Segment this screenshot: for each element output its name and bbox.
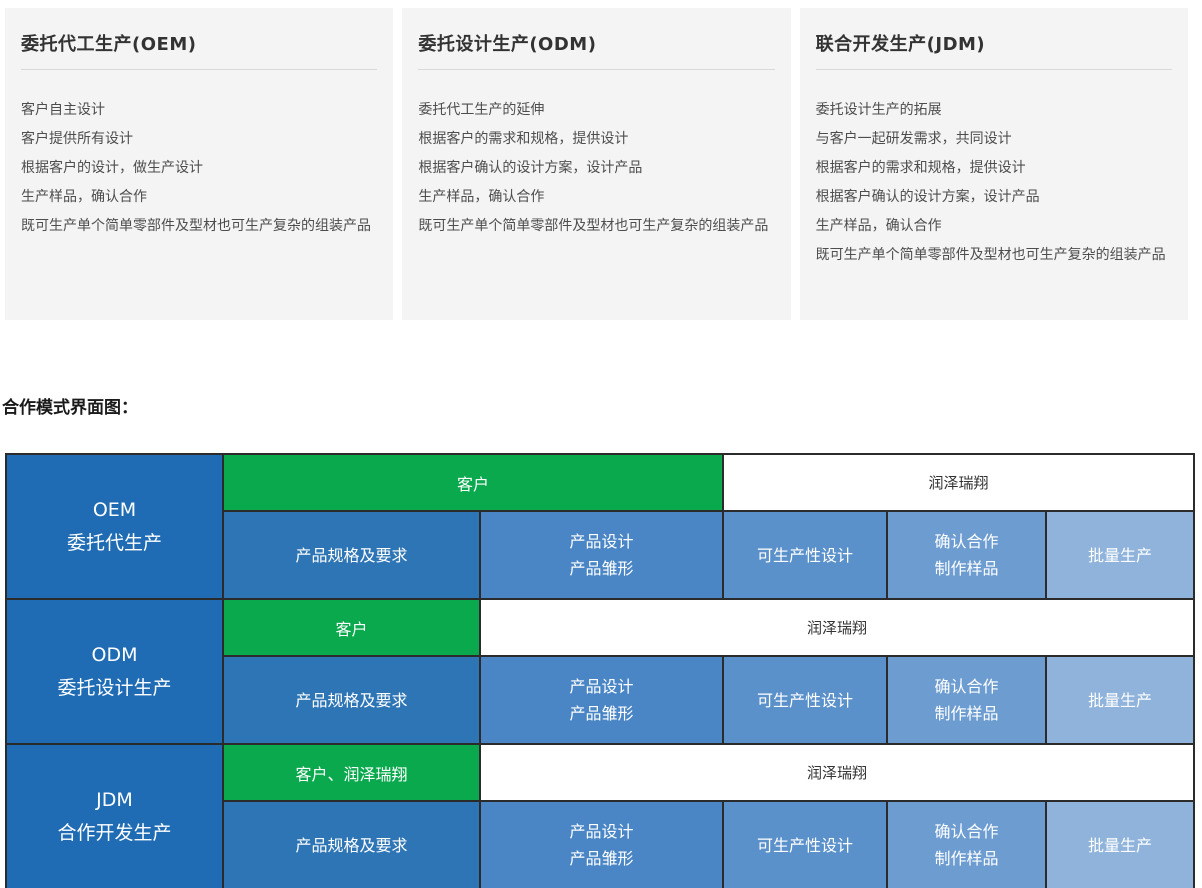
step-cell: 产品规格及要求 xyxy=(224,802,479,888)
card-text-line: 既可生产单个简单零部件及型材也可生产复杂的组装产品 xyxy=(21,218,371,234)
step-label: 确认合作 xyxy=(934,677,999,696)
step-label: 批量生产 xyxy=(1087,545,1152,565)
section-title: 合作模式界面图： xyxy=(2,398,138,418)
card-text-line: 根据客户的设计，做生产设计 xyxy=(21,160,203,176)
card-text-line: 根据客户的需求和规格，提供设计 xyxy=(815,160,1026,176)
mode-code: JDM xyxy=(96,788,133,811)
step-label: 产品规格及要求 xyxy=(295,690,408,710)
step-cell: 确认合作 制作样品 xyxy=(888,657,1045,743)
step-cell: 可生产性设计 xyxy=(724,512,886,598)
card-text-line: 既可生产单个简单零部件及型材也可生产复杂的组装产品 xyxy=(815,247,1166,263)
step-cell: 产品设计 产品雏形 xyxy=(481,802,722,888)
card-text-line: 根据客户确认的设计方案，设计产品 xyxy=(418,160,643,176)
card-oem-body: 客户自主设计 客户提供所有设计 根据客户的设计，做生产设计 生产样品，确认合作 … xyxy=(21,96,377,241)
card-oem: 委托代工生产(OEM) 客户自主设计 客户提供所有设计 根据客户的设计，做生产设… xyxy=(5,8,394,320)
step-cell: 可生产性设计 xyxy=(724,802,886,888)
mode-cell: JDM 合作开发生产 xyxy=(7,745,222,888)
card-text-line: 客户提供所有设计 xyxy=(21,131,133,147)
client-actor-label: 客户 xyxy=(456,474,489,494)
card-jdm: 联合开发生产(JDM) 委托设计生产的拓展 与客户一起研发需求，共同设计 根据客… xyxy=(799,8,1188,320)
card-text-line: 生产样品，确认合作 xyxy=(418,189,545,205)
step-cell: 产品设计 产品雏形 xyxy=(481,657,722,743)
mode-code: ODM xyxy=(91,643,138,666)
client-actor-label: 客户、润泽瑞翔 xyxy=(295,764,408,784)
step-label: 制作样品 xyxy=(934,704,999,723)
company-actor-cell: 润泽瑞翔 xyxy=(481,600,1193,655)
mode-desc: 合作开发生产 xyxy=(57,821,172,844)
card-text-line: 委托代工生产的延伸 xyxy=(418,102,545,118)
step-label: 批量生产 xyxy=(1087,835,1152,855)
diagram-row-oem: OEM 委托代生产 客户 润泽瑞翔 产品规格及要求 产品设计 产品雏形 可生产性… xyxy=(7,455,1193,598)
step-cell: 确认合作 制作样品 xyxy=(888,512,1045,598)
cooperation-mode-diagram: OEM 委托代生产 客户 润泽瑞翔 产品规格及要求 产品设计 产品雏形 可生产性… xyxy=(5,453,1195,888)
diagram-row-odm: ODM 委托设计生产 客户 润泽瑞翔 产品规格及要求 产品设计 产品雏形 可生产… xyxy=(7,600,1193,743)
diagram-row-jdm: JDM 合作开发生产 客户、润泽瑞翔 润泽瑞翔 产品规格及要求 产品设计 产品雏… xyxy=(7,745,1193,888)
step-label: 制作样品 xyxy=(934,849,999,868)
company-actor-label: 润泽瑞翔 xyxy=(928,474,989,492)
mode-code: OEM xyxy=(92,498,137,521)
card-text-line: 与客户一起研发需求，共同设计 xyxy=(815,131,1012,147)
step-label: 批量生产 xyxy=(1087,690,1152,710)
step-label: 确认合作 xyxy=(934,822,999,841)
client-actor-cell: 客户、润泽瑞翔 xyxy=(224,745,479,800)
company-actor-cell: 润泽瑞翔 xyxy=(724,455,1193,510)
client-actor-cell: 客户 xyxy=(224,455,722,510)
card-jdm-title: 联合开发生产(JDM) xyxy=(815,34,986,55)
company-actor-cell: 润泽瑞翔 xyxy=(481,745,1193,800)
card-oem-title: 委托代工生产(OEM) xyxy=(21,34,197,55)
step-label: 产品设计 xyxy=(569,677,634,696)
step-cell: 确认合作 制作样品 xyxy=(888,802,1045,888)
step-label: 可生产性设计 xyxy=(756,835,853,855)
card-text-line: 生产样品，确认合作 xyxy=(815,218,942,234)
step-label: 可生产性设计 xyxy=(756,690,853,710)
client-actor-label: 客户 xyxy=(335,619,368,639)
step-cell: 产品设计 产品雏形 xyxy=(481,512,722,598)
divider xyxy=(21,69,378,70)
company-actor-label: 润泽瑞翔 xyxy=(806,764,867,782)
step-label: 产品规格及要求 xyxy=(295,545,408,565)
mode-desc: 委托设计生产 xyxy=(57,676,172,699)
card-text-line: 生产样品，确认合作 xyxy=(21,189,147,205)
step-label: 制作样品 xyxy=(934,559,999,578)
step-label: 可生产性设计 xyxy=(756,545,853,565)
step-cell: 批量生产 xyxy=(1047,802,1193,888)
card-text-line: 客户自主设计 xyxy=(21,102,105,118)
step-label: 产品设计 xyxy=(569,532,634,551)
step-cell: 批量生产 xyxy=(1047,512,1193,598)
step-label: 确认合作 xyxy=(934,532,999,551)
card-odm: 委托设计生产(ODM) 委托代工生产的延伸 根据客户的需求和规格，提供设计 根据… xyxy=(402,8,791,320)
divider xyxy=(418,69,775,70)
card-text-line: 根据客户确认的设计方案，设计产品 xyxy=(815,189,1040,205)
card-odm-body: 委托代工生产的延伸 根据客户的需求和规格，提供设计 根据客户确认的设计方案，设计… xyxy=(418,96,774,241)
client-actor-cell: 客户 xyxy=(224,600,479,655)
card-odm-title: 委托设计生产(ODM) xyxy=(418,34,597,55)
mode-cards: 委托代工生产(OEM) 客户自主设计 客户提供所有设计 根据客户的设计，做生产设… xyxy=(0,0,1202,320)
card-text-line: 既可生产单个简单零部件及型材也可生产复杂的组装产品 xyxy=(418,218,769,234)
step-label: 产品雏形 xyxy=(569,559,634,578)
step-label: 产品设计 xyxy=(569,822,634,841)
step-label: 产品雏形 xyxy=(569,704,634,723)
step-cell: 批量生产 xyxy=(1047,657,1193,743)
step-cell: 产品规格及要求 xyxy=(224,657,479,743)
mode-desc: 委托代生产 xyxy=(66,531,162,554)
card-jdm-body: 委托设计生产的拓展 与客户一起研发需求，共同设计 根据客户的需求和规格，提供设计… xyxy=(816,96,1172,270)
company-actor-label: 润泽瑞翔 xyxy=(806,619,867,637)
mode-cell: OEM 委托代生产 xyxy=(7,455,222,598)
mode-cell: ODM 委托设计生产 xyxy=(7,600,222,743)
step-label: 产品雏形 xyxy=(569,849,634,868)
step-label: 产品规格及要求 xyxy=(295,835,408,855)
step-cell: 可生产性设计 xyxy=(724,657,886,743)
card-text-line: 委托设计生产的拓展 xyxy=(815,102,942,118)
step-cell: 产品规格及要求 xyxy=(224,512,479,598)
card-text-line: 根据客户的需求和规格，提供设计 xyxy=(418,131,629,147)
divider xyxy=(815,69,1172,70)
